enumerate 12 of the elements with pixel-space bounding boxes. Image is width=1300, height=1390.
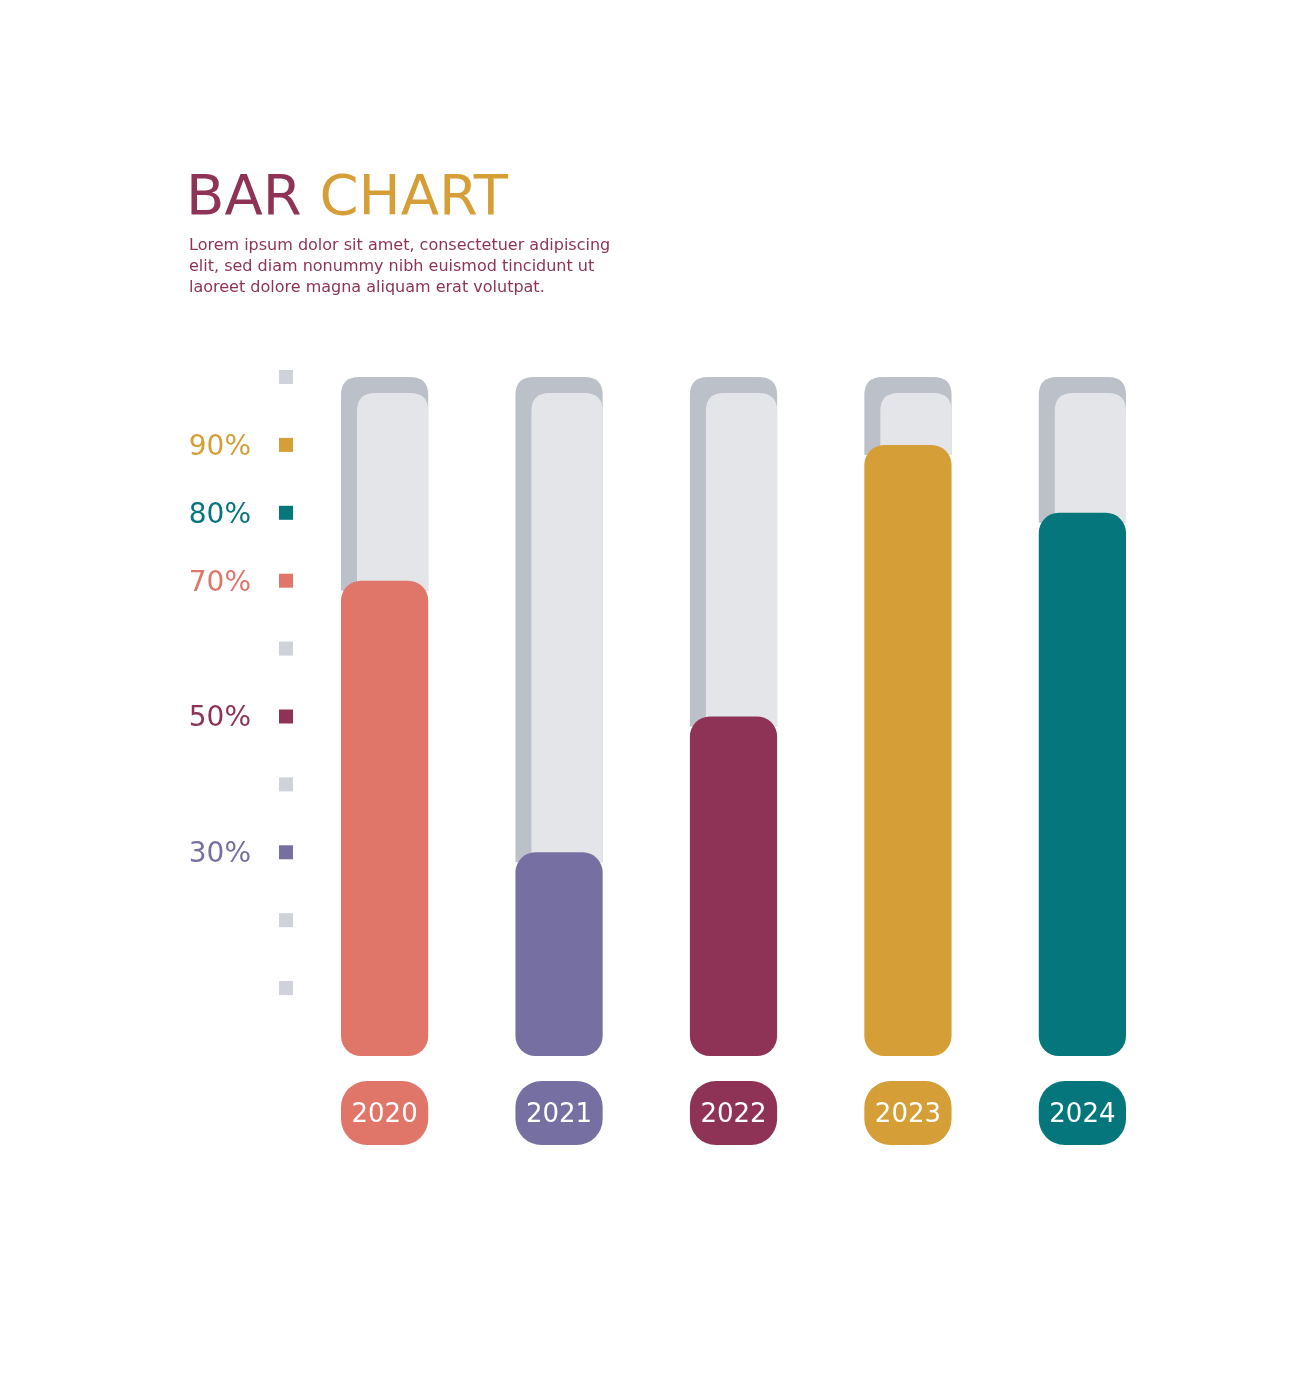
- y-tick-label: 50%: [188, 700, 251, 734]
- y-tick-label: 70%: [188, 564, 251, 598]
- x-tick-label: 2022: [700, 1098, 767, 1129]
- y-tick-label: 30%: [188, 836, 251, 870]
- x-tick-label: 2021: [525, 1098, 593, 1129]
- x-tick-label: 2023: [874, 1098, 942, 1129]
- y-tick-label: 90%: [188, 428, 251, 462]
- x-tick-label: 2024: [1049, 1098, 1116, 1129]
- x-tick-label: 2020: [351, 1098, 418, 1129]
- chart-title: BAR CHART: [186, 162, 509, 227]
- y-tick-label: 80%: [188, 496, 251, 530]
- chart-subtitle: Lorem ipsum dolor sit amet, consectetuer adipiscing elit, sed diam nonummy nibh euismod tincidunt ut laoreet dolore magna aliquam erat volutpat.: [189, 235, 611, 296]
